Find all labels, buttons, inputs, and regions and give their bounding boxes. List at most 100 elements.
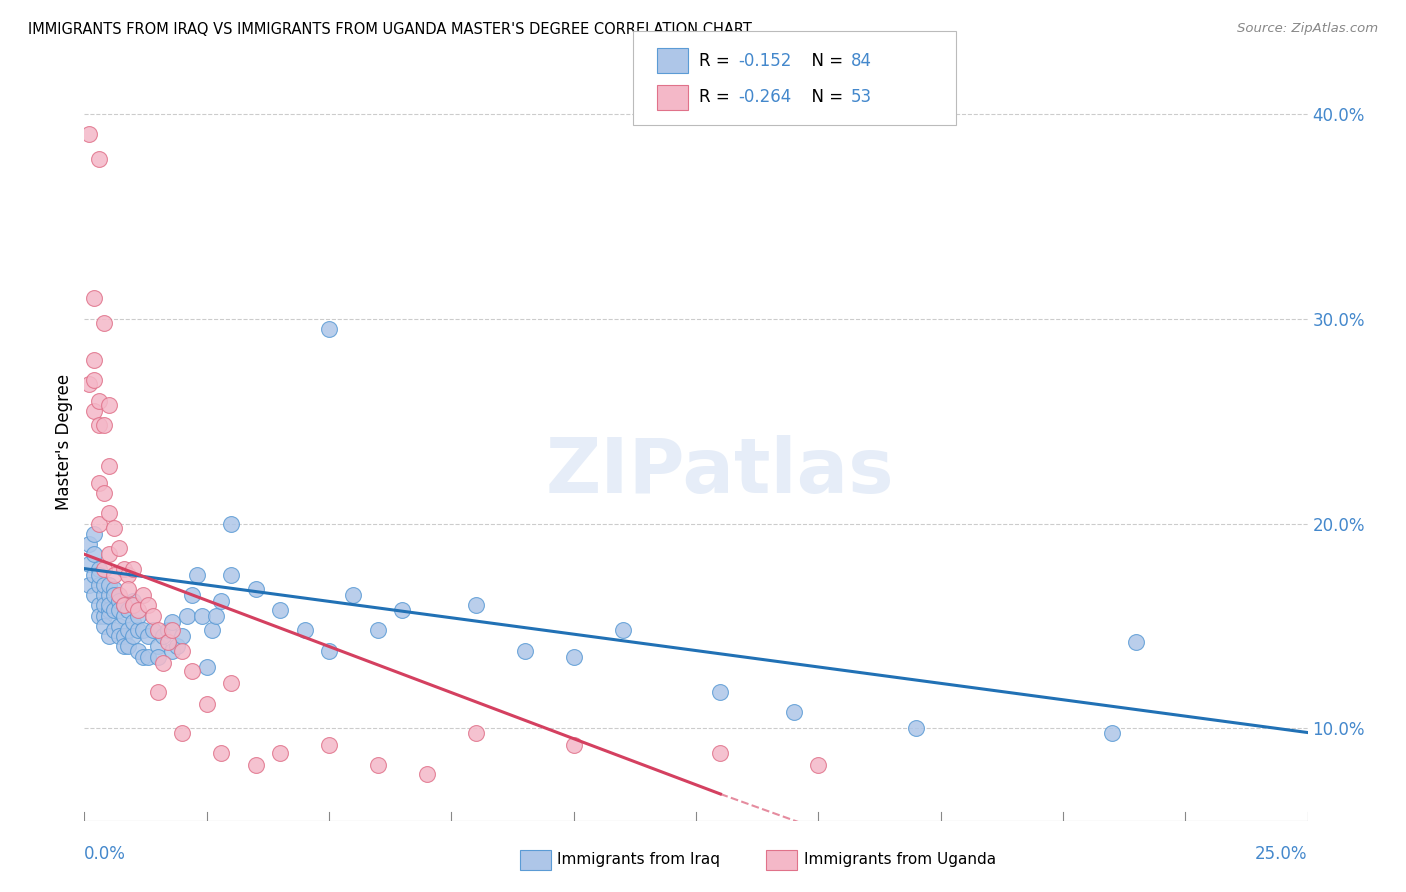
Point xyxy=(162,615,184,629)
Text: 25.0%: 25.0% xyxy=(1256,846,1308,863)
Point xyxy=(93,619,115,633)
Point xyxy=(107,594,129,608)
Point xyxy=(117,623,139,637)
Point xyxy=(103,520,125,534)
Point xyxy=(97,459,120,474)
Text: Immigrants from Iraq: Immigrants from Iraq xyxy=(557,853,720,867)
Text: Source: ZipAtlas.com: Source: ZipAtlas.com xyxy=(1237,22,1378,36)
Point xyxy=(200,623,222,637)
Point xyxy=(107,588,129,602)
Point xyxy=(186,567,208,582)
Point xyxy=(87,475,110,490)
Point xyxy=(87,608,110,623)
Point xyxy=(127,608,149,623)
Text: Immigrants from Uganda: Immigrants from Uganda xyxy=(804,853,997,867)
Point xyxy=(783,705,806,719)
Y-axis label: Master's Degree: Master's Degree xyxy=(55,374,73,509)
Point xyxy=(83,567,105,582)
Point xyxy=(269,602,291,616)
Point xyxy=(191,608,214,623)
Point xyxy=(269,746,291,760)
Point xyxy=(367,758,389,772)
Point xyxy=(83,588,105,602)
Point xyxy=(294,623,316,637)
Point xyxy=(122,594,145,608)
Point xyxy=(1125,635,1147,649)
Text: -0.152: -0.152 xyxy=(738,52,792,70)
Point xyxy=(93,608,115,623)
Point xyxy=(391,602,413,616)
Point xyxy=(97,398,120,412)
Point xyxy=(93,599,115,613)
Point xyxy=(97,547,120,561)
Point xyxy=(93,316,115,330)
Point xyxy=(97,608,120,623)
Point xyxy=(103,588,125,602)
Point xyxy=(709,684,731,698)
Point xyxy=(152,629,174,643)
Point xyxy=(112,599,135,613)
Point xyxy=(87,578,110,592)
Point xyxy=(181,588,204,602)
Point xyxy=(83,291,105,305)
Point xyxy=(209,746,232,760)
Point xyxy=(93,561,115,575)
Point xyxy=(513,643,536,657)
Point xyxy=(77,537,100,551)
Point xyxy=(132,623,155,637)
Point xyxy=(146,684,169,698)
Point xyxy=(87,418,110,433)
Point xyxy=(93,588,115,602)
Point xyxy=(905,722,928,736)
Point xyxy=(97,629,120,643)
Point xyxy=(209,594,232,608)
Point xyxy=(127,643,149,657)
Point xyxy=(112,599,135,613)
Point xyxy=(83,352,105,367)
Point xyxy=(162,623,184,637)
Point xyxy=(103,602,125,616)
Point xyxy=(107,541,129,555)
Point xyxy=(172,629,194,643)
Point xyxy=(136,599,159,613)
Point xyxy=(146,623,169,637)
Point xyxy=(219,567,242,582)
Point xyxy=(112,608,135,623)
Point xyxy=(318,643,340,657)
Point xyxy=(122,615,145,629)
Point xyxy=(416,766,439,780)
Point xyxy=(132,588,155,602)
Text: 53: 53 xyxy=(851,88,872,106)
Point xyxy=(245,758,267,772)
Point xyxy=(77,578,100,592)
Point xyxy=(127,623,149,637)
Text: N =: N = xyxy=(801,52,849,70)
Point xyxy=(367,623,389,637)
Point xyxy=(172,643,194,657)
Point xyxy=(103,567,125,582)
Point xyxy=(97,599,120,613)
Point xyxy=(83,404,105,418)
Point xyxy=(464,599,486,613)
Text: 84: 84 xyxy=(851,52,872,70)
Point xyxy=(612,623,634,637)
Point xyxy=(176,608,198,623)
Point xyxy=(146,640,169,654)
Point xyxy=(127,602,149,616)
Point xyxy=(146,649,169,664)
Point xyxy=(219,516,242,531)
Point xyxy=(136,629,159,643)
Text: ZIPatlas: ZIPatlas xyxy=(546,435,894,508)
Point xyxy=(87,152,110,166)
Point xyxy=(117,602,139,616)
Point xyxy=(205,608,228,623)
Point xyxy=(112,561,135,575)
Point xyxy=(97,506,120,520)
Point xyxy=(117,567,139,582)
Point xyxy=(807,758,830,772)
Point xyxy=(97,602,120,616)
Point xyxy=(103,623,125,637)
Point xyxy=(117,582,139,596)
Point xyxy=(342,588,364,602)
Point xyxy=(172,725,194,739)
